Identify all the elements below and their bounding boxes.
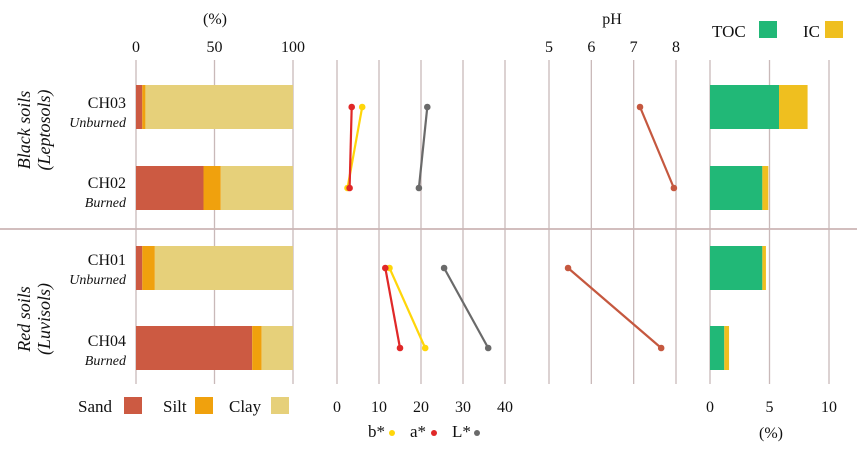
legend-ic-swatch [825, 21, 843, 38]
legend-l-label: L* [452, 422, 471, 441]
texture-bar-sand-ch01 [136, 246, 142, 290]
carbon-bar-ic-ch04 [724, 326, 729, 370]
color-tick-label: 30 [455, 399, 471, 416]
row-treatment-label: Unburned [69, 116, 127, 131]
color-point-a-ch04 [397, 345, 404, 352]
carbon-bar-ic-ch02 [762, 166, 768, 210]
color-tick-label: 20 [413, 399, 429, 416]
ph-point-pH-ch03 [637, 104, 644, 111]
legend-b-marker [389, 430, 395, 436]
row-site-label: CH04 [88, 333, 126, 350]
row-treatment-label: Burned [85, 354, 127, 369]
color-point-a-ch03 [348, 104, 355, 111]
texture-tick-label: 0 [132, 39, 140, 56]
legend-toc-swatch [759, 21, 777, 38]
legend-a-marker [431, 430, 437, 436]
carbon-bar-ic-ch01 [762, 246, 766, 290]
color-point-L-ch01 [441, 265, 448, 272]
texture-tick-label: 100 [281, 39, 305, 56]
carbon-bar-ic-ch03 [779, 85, 808, 129]
legend-l-marker [474, 430, 480, 436]
texture-bar-silt-ch02 [204, 166, 221, 210]
carbon-tick-label: 5 [766, 399, 774, 416]
color-point-b-ch03 [359, 104, 366, 111]
color-line-a-ch01 [385, 268, 400, 348]
texture-bar-silt-ch04 [252, 326, 261, 370]
soil-properties-figure: Black soils (Leptosols) Red soils (Luvis… [0, 0, 857, 449]
color-point-L-ch04 [485, 345, 492, 352]
carbon-tick-label: 10 [821, 399, 837, 416]
group-subtitle-red: (Luvisols) [34, 283, 55, 355]
legend-sand-label: Sand [78, 397, 113, 416]
texture-bar-clay-ch02 [221, 166, 293, 210]
color-point-L-ch02 [416, 185, 423, 192]
row-site-label: CH02 [88, 175, 126, 192]
texture-bar-silt-ch01 [142, 246, 155, 290]
color-line-L-ch03 [419, 107, 427, 188]
legend-silt-swatch [195, 397, 213, 414]
ph-tick-label: 8 [672, 39, 680, 56]
row-site-label: CH03 [88, 95, 126, 112]
color-point-a-ch02 [346, 185, 353, 192]
legend-sand-swatch [124, 397, 142, 414]
color-line-a-ch03 [350, 107, 352, 188]
row-treatment-label: Burned [85, 196, 127, 211]
legend-b-label: b* [368, 422, 385, 441]
ph-tick-label: 5 [545, 39, 553, 56]
ph-tick-label: 7 [630, 39, 638, 56]
texture-bar-sand-ch04 [136, 326, 252, 370]
texture-bar-clay-ch04 [262, 326, 293, 370]
ph-tick-label: 6 [587, 39, 595, 56]
group-title-black: Black soils [14, 91, 34, 170]
carbon-bar-toc-ch02 [710, 166, 762, 210]
carbon-tick-label: 0 [706, 399, 714, 416]
color-line-L-ch01 [444, 268, 488, 348]
color-tick-label: 40 [497, 399, 513, 416]
carbon-bar-toc-ch04 [710, 326, 724, 370]
texture-tick-label: 50 [207, 39, 223, 56]
row-treatment-label: Unburned [69, 273, 127, 288]
legend-a-label: a* [410, 422, 426, 441]
legend-toc-label: TOC [712, 22, 746, 41]
carbon-bar-toc-ch03 [710, 85, 779, 129]
texture-bar-sand-ch03 [136, 85, 142, 129]
ph-axis-label: pH [602, 11, 622, 28]
color-line-b-ch01 [390, 268, 426, 348]
texture-bar-clay-ch03 [145, 85, 293, 129]
group-subtitle-black: (Leptosols) [34, 89, 55, 170]
row-site-label: CH01 [88, 252, 126, 269]
ph-line-pH-ch01 [568, 268, 661, 348]
color-tick-label: 10 [371, 399, 387, 416]
color-point-L-ch03 [424, 104, 431, 111]
ph-point-pH-ch04 [658, 345, 665, 352]
ph-point-pH-ch01 [565, 265, 572, 272]
color-point-a-ch01 [382, 265, 389, 272]
texture-bar-sand-ch02 [136, 166, 204, 210]
ph-point-pH-ch02 [671, 185, 678, 192]
texture-bar-silt-ch03 [142, 85, 145, 129]
color-tick-label: 0 [333, 399, 341, 416]
legend-silt-label: Silt [163, 397, 187, 416]
color-point-b-ch04 [422, 345, 429, 352]
group-title-red: Red soils [14, 286, 34, 353]
texture-bar-clay-ch01 [155, 246, 293, 290]
texture-axis-label: (%) [203, 11, 227, 28]
carbon-bar-toc-ch01 [710, 246, 762, 290]
legend-ic-label: IC [803, 22, 820, 41]
legend-clay-swatch [271, 397, 289, 414]
ph-line-pH-ch03 [640, 107, 674, 188]
legend-clay-label: Clay [229, 397, 262, 416]
carbon-axis-label: (%) [759, 425, 783, 442]
